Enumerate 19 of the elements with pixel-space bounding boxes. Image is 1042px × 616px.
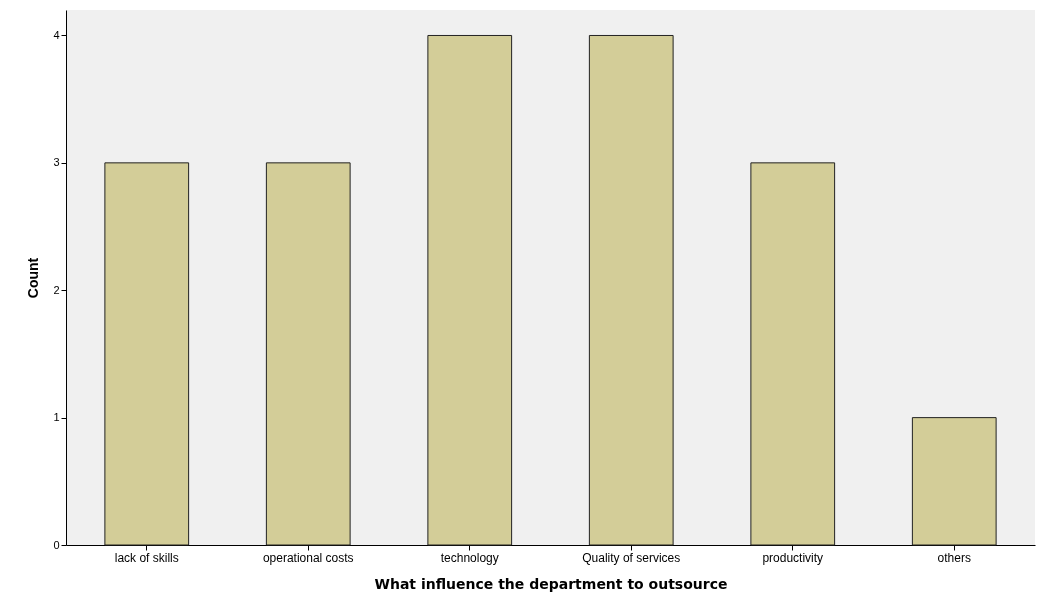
bar (750, 162, 836, 546)
y-tick-label: 2 (53, 283, 60, 296)
x-tick-label: others (937, 550, 971, 565)
x-tick-label: lack of skills (114, 550, 179, 565)
y-tick-label: 4 (53, 28, 60, 41)
y-tick-label: 3 (53, 156, 60, 169)
x-axis-title: What influence the department to outsource (374, 575, 728, 592)
x-tick-label: productivity (762, 550, 824, 565)
x-tick-label: technology (440, 550, 499, 565)
x-tick-label: operational costs (262, 550, 354, 565)
bar (104, 162, 190, 546)
x-tick-label: Quality of services (582, 550, 681, 565)
bar (427, 34, 513, 546)
y-tick-label: 0 (53, 538, 60, 551)
bar (265, 162, 351, 546)
y-axis-title: Count (25, 257, 42, 299)
y-tick-label: 1 (53, 411, 60, 424)
bar (588, 34, 674, 546)
bar (911, 417, 997, 546)
